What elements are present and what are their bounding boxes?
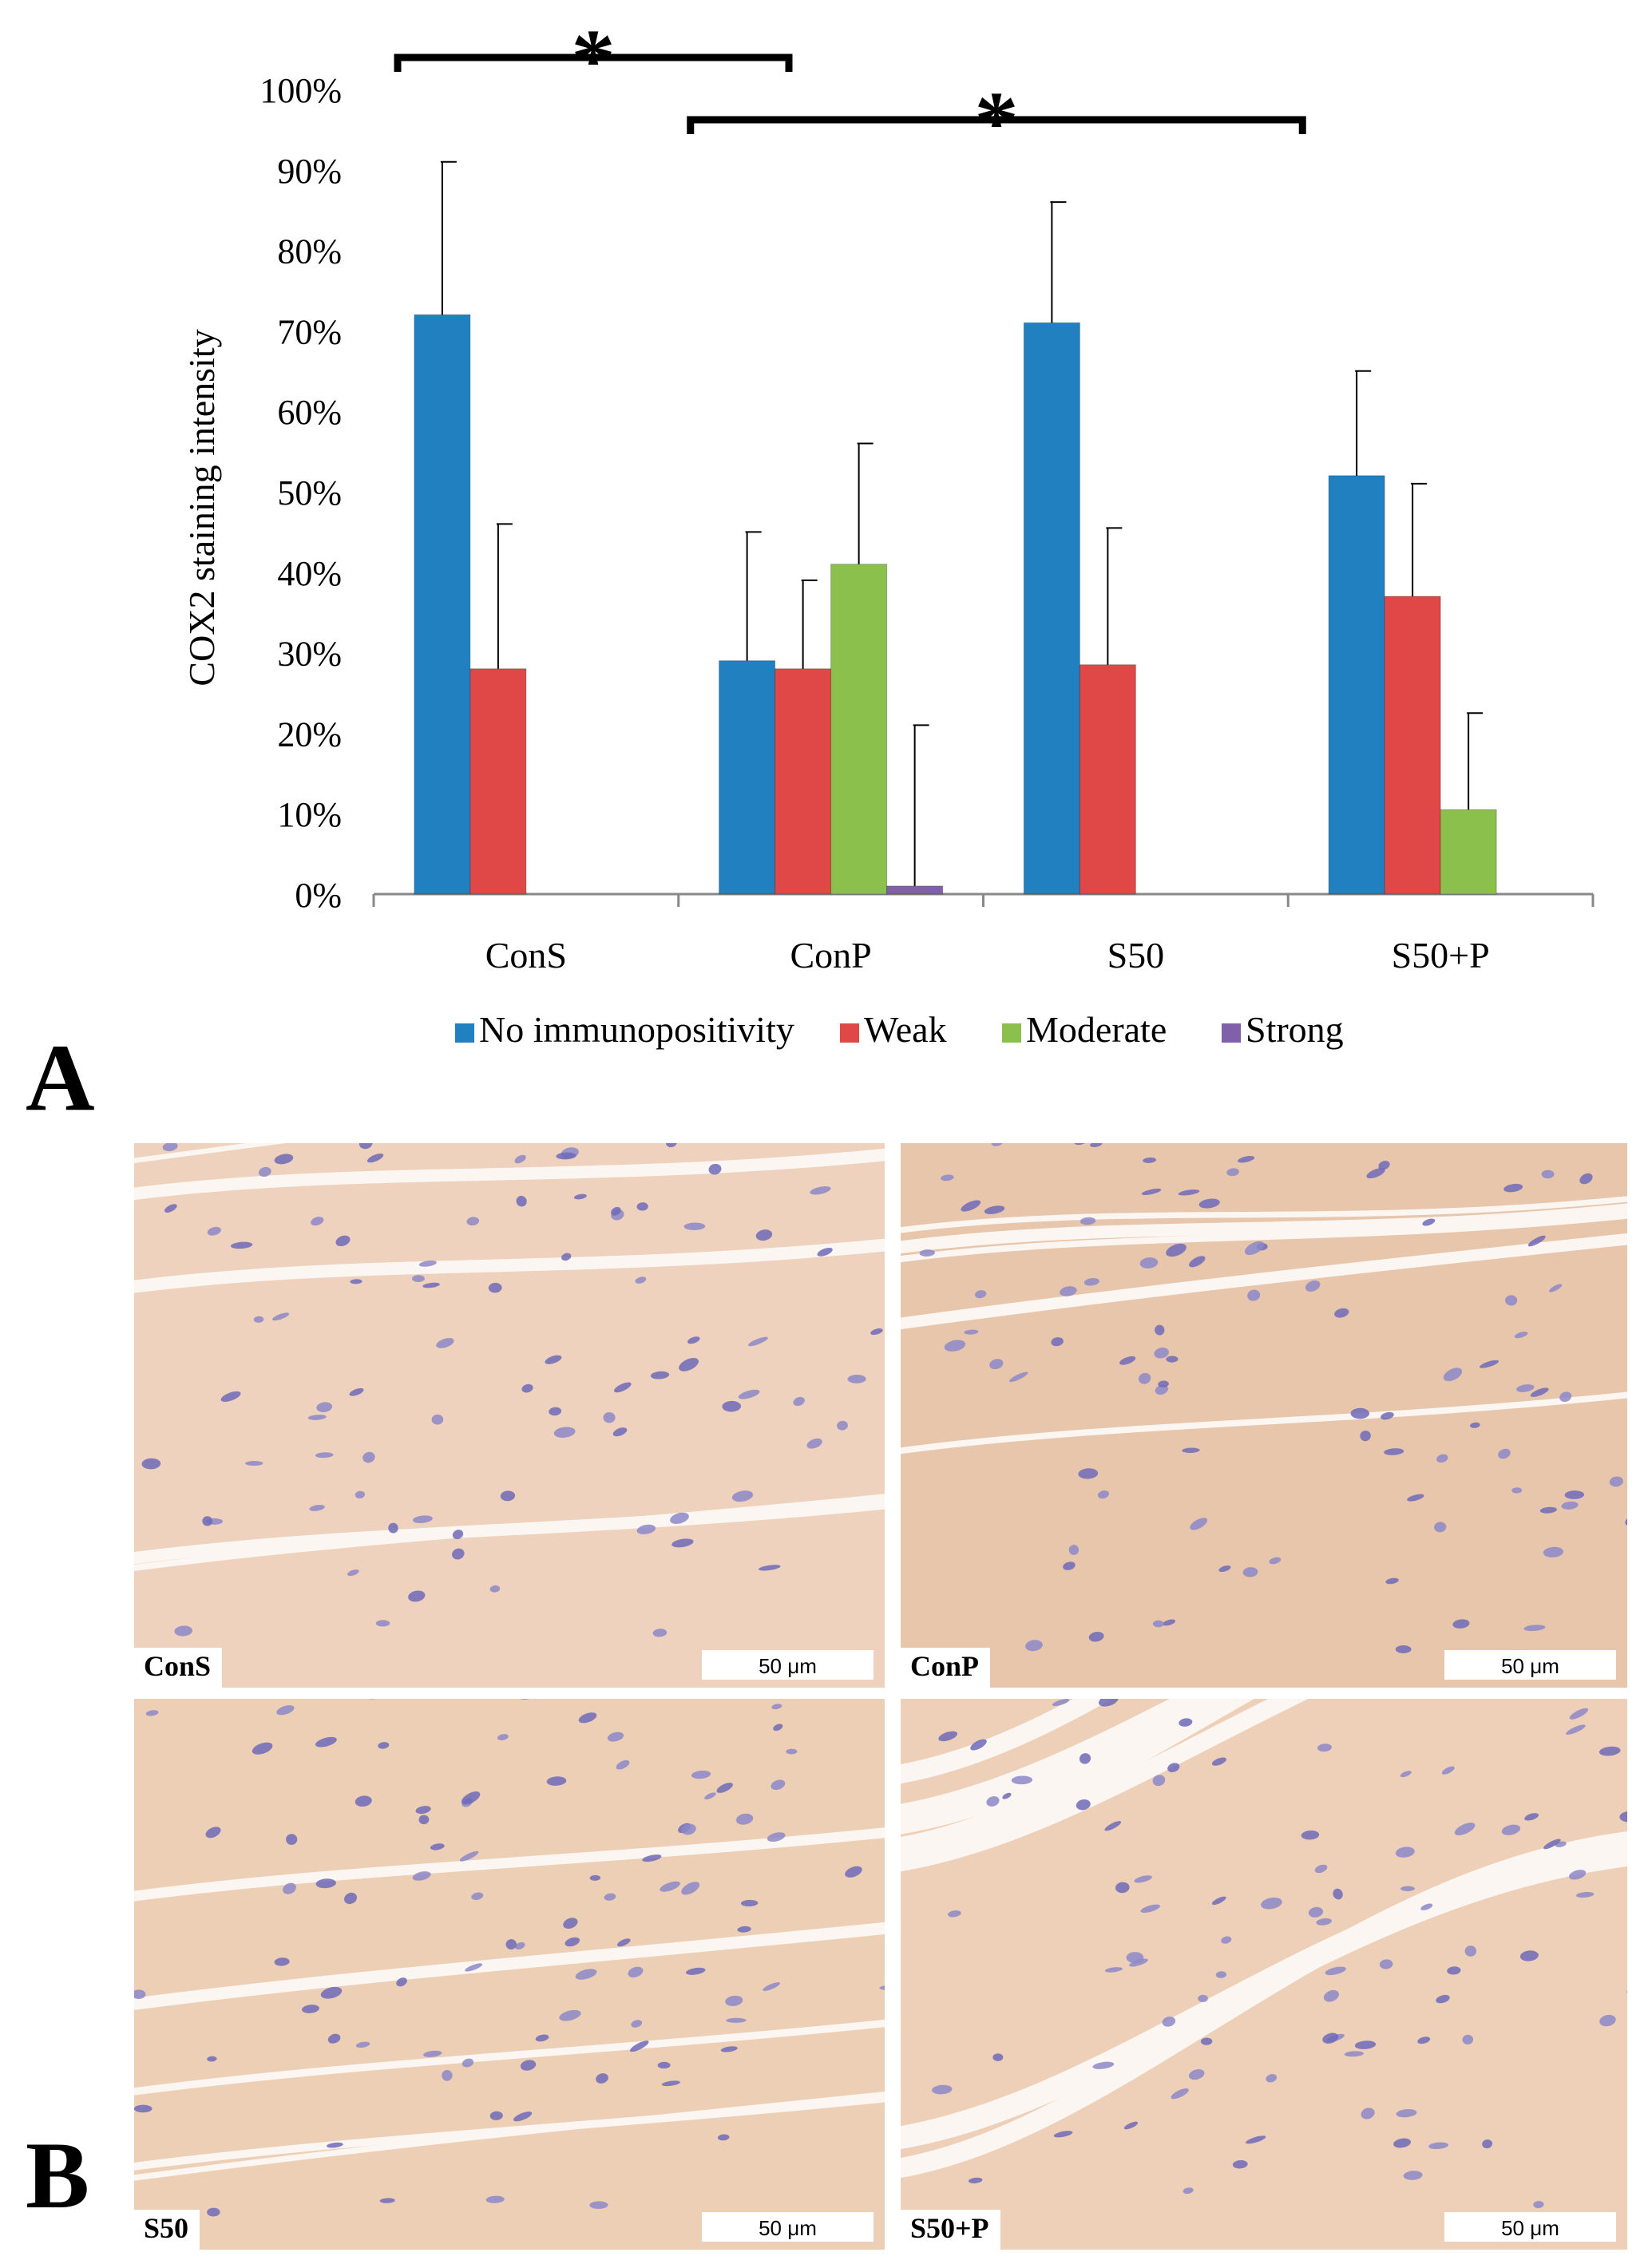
micrograph-label: ConP [901, 1648, 991, 1688]
y-tick-label: 50% [277, 473, 342, 513]
bar-chart: 0% 10% 20% 30% 40% 50% 60% 70% 80% 90% 100% COX2 st… [181, 11, 1595, 1050]
bar [1384, 596, 1441, 895]
x-tick-label: ConP [790, 935, 871, 976]
y-tick-label: 40% [277, 554, 342, 593]
bar [1079, 664, 1136, 895]
y-tick-label: 0% [295, 876, 342, 915]
x-tick-label: S50 [1107, 935, 1165, 976]
panel-label-a: A [26, 1024, 95, 1130]
legend-label: No immunopositivity [479, 1009, 794, 1050]
legend-label: Weak [864, 1009, 947, 1050]
legend-swatch [840, 1023, 859, 1043]
bar [719, 660, 776, 895]
micrograph-s50p: S50+P 50 μm [901, 1699, 1627, 2250]
scale-bar: 50 μm [1444, 2212, 1616, 2242]
scale-bar: 50 μm [702, 1650, 874, 1680]
legend-swatch [455, 1023, 474, 1043]
micrograph-cons: ConS 50 μm [134, 1143, 885, 1688]
y-tick-label: 20% [277, 714, 342, 754]
scale-bar: 50 μm [1444, 1650, 1616, 1680]
y-tick-label: 60% [277, 393, 342, 432]
micrograph-image [134, 1699, 885, 2250]
micrograph-label: S50 [134, 2210, 200, 2250]
micrograph-image [134, 1143, 885, 1688]
bar [1328, 475, 1385, 895]
bar [414, 314, 471, 895]
y-axis-title: COX2 staining intensity [181, 329, 222, 686]
legend-swatch [1002, 1023, 1021, 1043]
y-tick-label: 90% [277, 152, 342, 191]
legend-label: Strong [1246, 1009, 1344, 1050]
bar [469, 668, 527, 895]
bar [830, 564, 888, 895]
significance-bracket [394, 53, 793, 72]
significance-star: * [975, 73, 1019, 171]
micrograph-label: ConS [134, 1648, 223, 1688]
micrograph-image [901, 1143, 1627, 1688]
x-tick-label: ConS [485, 935, 567, 976]
legend-label: Moderate [1026, 1009, 1167, 1050]
micrograph-s50: S50 50 μm [134, 1699, 885, 2250]
panel-label-b: B [26, 2122, 90, 2228]
significance-bracket [687, 116, 1306, 134]
y-tick-label: 30% [277, 635, 342, 674]
scale-bar: 50 μm [702, 2212, 874, 2242]
x-tick-label: S50+P [1392, 935, 1490, 976]
bar [886, 885, 944, 895]
legend-swatch [1222, 1023, 1241, 1043]
bar [774, 668, 832, 895]
micrograph-conp: ConP 50 μm [901, 1143, 1627, 1688]
y-tick-label: 80% [277, 232, 342, 271]
bar [1440, 809, 1497, 895]
micrograph-label: S50+P [901, 2210, 1000, 2250]
micrograph-image [901, 1699, 1627, 2250]
bar [1023, 322, 1080, 895]
y-tick-label: 70% [277, 312, 342, 351]
significance-star: * [572, 11, 616, 109]
y-tick-label: 10% [277, 795, 342, 834]
y-tick-label: 100% [259, 71, 342, 110]
